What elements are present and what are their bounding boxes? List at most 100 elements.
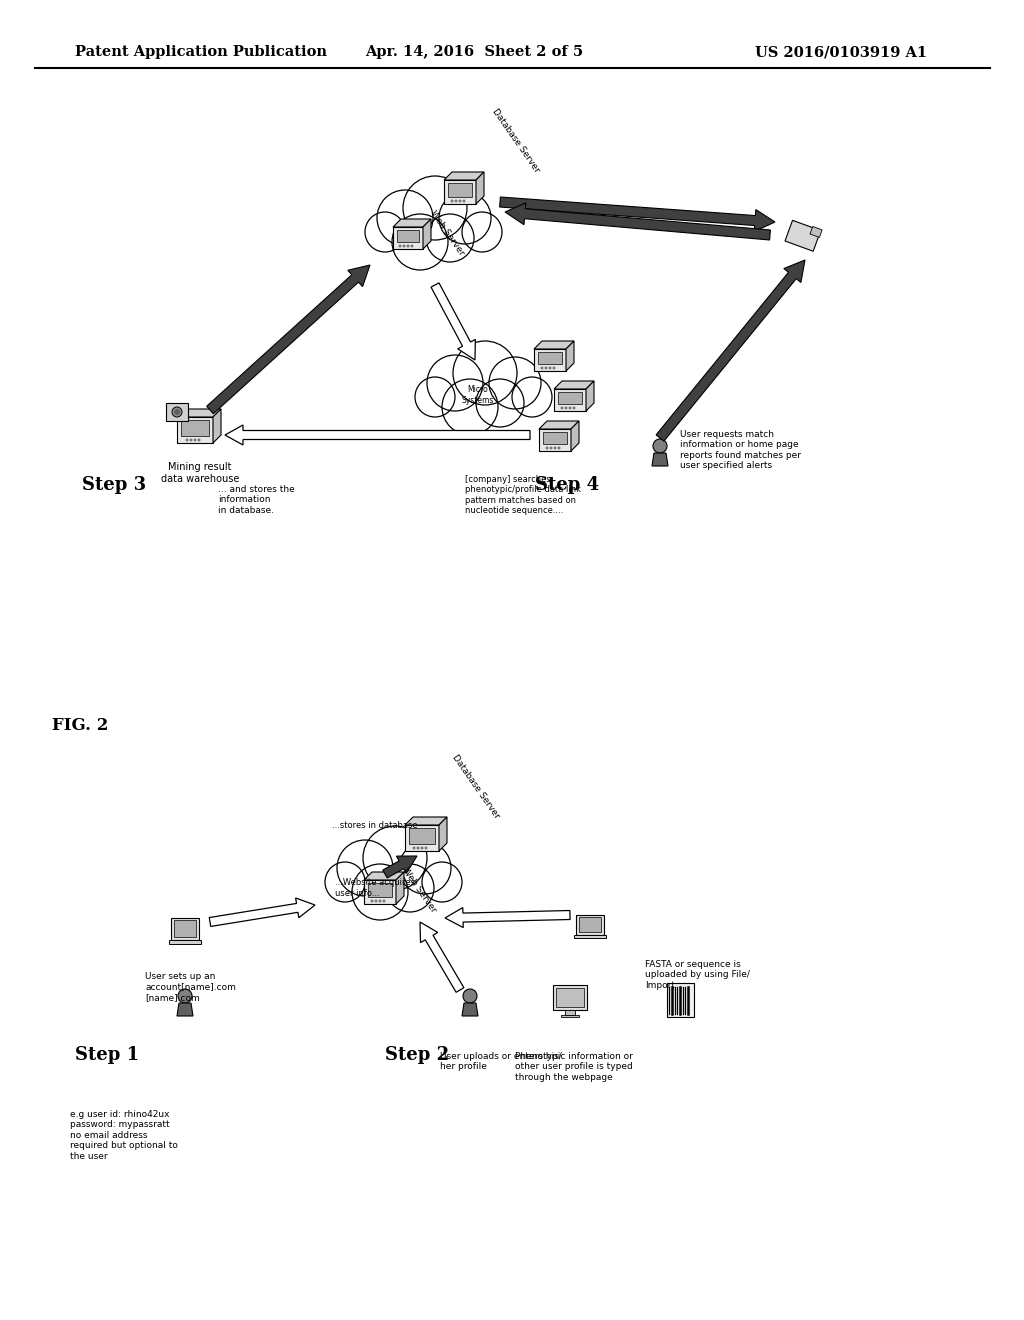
Text: Step 3: Step 3 (82, 477, 146, 494)
Polygon shape (420, 921, 464, 993)
Bar (174, 920, 197, 937)
Polygon shape (534, 341, 574, 348)
Polygon shape (423, 219, 431, 249)
Polygon shape (571, 421, 579, 451)
Circle shape (365, 213, 406, 252)
Bar (574, 935, 605, 939)
Polygon shape (406, 817, 447, 825)
Text: e.g user id: rhino42ux
password: mypassratt
no email address
required but option: e.g user id: rhino42ux password: mypassr… (70, 1110, 178, 1160)
Bar (364, 880, 396, 904)
Circle shape (415, 378, 455, 417)
Polygon shape (554, 381, 594, 389)
Polygon shape (177, 1003, 193, 1016)
Circle shape (422, 862, 462, 902)
Circle shape (407, 244, 410, 248)
Circle shape (185, 438, 188, 441)
Text: Web Server: Web Server (428, 209, 466, 257)
Bar (177, 417, 213, 444)
Circle shape (413, 846, 416, 850)
Circle shape (386, 865, 434, 912)
Bar (539, 429, 571, 451)
Polygon shape (207, 265, 370, 413)
Polygon shape (213, 409, 221, 444)
Circle shape (653, 440, 667, 453)
Circle shape (546, 446, 549, 450)
Polygon shape (652, 453, 668, 466)
Circle shape (442, 379, 498, 436)
Bar (393, 227, 423, 249)
Polygon shape (462, 1003, 478, 1016)
Circle shape (337, 840, 393, 896)
Text: ...Website acquires
user info...: ...Website acquires user info... (335, 878, 415, 898)
Bar (564, 1010, 575, 1015)
Text: FIG. 2: FIG. 2 (52, 717, 109, 734)
Circle shape (379, 899, 382, 903)
Circle shape (463, 989, 477, 1003)
Text: Micro
Systems: Micro Systems (462, 385, 495, 405)
Bar (538, 352, 562, 364)
Bar (444, 180, 476, 205)
Circle shape (421, 846, 424, 850)
Circle shape (568, 407, 571, 409)
Text: US 2016/0103919 A1: US 2016/0103919 A1 (755, 45, 927, 59)
Circle shape (172, 407, 182, 417)
Text: User sets up an
account[name].com
[name].com: User sets up an account[name].com [name]… (145, 972, 236, 1002)
Circle shape (178, 989, 193, 1003)
Bar (368, 883, 392, 898)
Text: [company] searches
phenotypic/profile data link
pattern matches based on
nucleot: [company] searches phenotypic/profile da… (465, 475, 581, 515)
Circle shape (392, 214, 449, 271)
Polygon shape (656, 260, 805, 441)
Bar (580, 916, 601, 932)
Text: FASTA or sequence is
uploaded by using File/
Import: FASTA or sequence is uploaded by using F… (645, 960, 750, 990)
Text: User requests match
information or home page
reports found matches per
user spec: User requests match information or home … (680, 430, 801, 470)
Circle shape (476, 379, 524, 426)
Text: ... and stores the
information
in database.: ... and stores the information in databa… (218, 484, 295, 515)
Circle shape (553, 367, 555, 370)
Circle shape (550, 446, 553, 450)
Bar (553, 985, 587, 1010)
Circle shape (554, 446, 556, 450)
Bar (577, 915, 603, 935)
Circle shape (174, 409, 180, 414)
Bar (534, 348, 566, 371)
Polygon shape (177, 409, 221, 417)
Circle shape (398, 244, 401, 248)
Circle shape (371, 899, 374, 903)
Polygon shape (586, 381, 594, 411)
Bar (397, 230, 419, 242)
Bar (554, 389, 586, 411)
Circle shape (564, 407, 567, 409)
Circle shape (426, 214, 474, 261)
Circle shape (194, 438, 197, 441)
Circle shape (572, 407, 575, 409)
Circle shape (399, 842, 451, 894)
Circle shape (325, 862, 365, 902)
Text: Mining result
data warehouse: Mining result data warehouse (161, 462, 240, 483)
Bar (561, 1015, 579, 1018)
Polygon shape (566, 341, 574, 371)
Polygon shape (225, 425, 530, 445)
Circle shape (383, 899, 385, 903)
Circle shape (403, 176, 467, 240)
Circle shape (411, 244, 414, 248)
Circle shape (375, 899, 378, 903)
Circle shape (198, 438, 201, 441)
Polygon shape (431, 282, 475, 360)
Polygon shape (444, 172, 484, 180)
Circle shape (463, 199, 466, 202)
Polygon shape (396, 873, 404, 904)
Text: Phenotypic information or
other user profile is typed
through the webpage: Phenotypic information or other user pro… (515, 1052, 633, 1082)
Circle shape (451, 199, 454, 202)
Text: Patent Application Publication: Patent Application Publication (75, 45, 327, 59)
Text: Apr. 14, 2016  Sheet 2 of 5: Apr. 14, 2016 Sheet 2 of 5 (365, 45, 583, 59)
Circle shape (512, 378, 552, 417)
Bar (667, 983, 693, 1018)
Text: ...stores in database: ...stores in database (332, 821, 418, 830)
Text: Step 4: Step 4 (535, 477, 599, 494)
Circle shape (459, 199, 462, 202)
Circle shape (439, 191, 490, 244)
Text: User uploads or enters his/
her profile: User uploads or enters his/ her profile (440, 1052, 562, 1072)
Circle shape (402, 244, 406, 248)
Text: Web Server: Web Server (400, 866, 437, 913)
Polygon shape (393, 219, 431, 227)
